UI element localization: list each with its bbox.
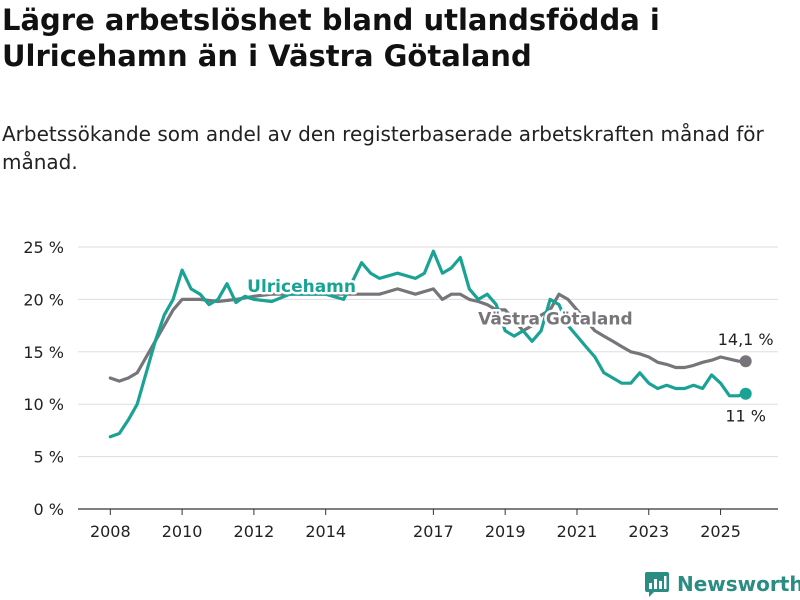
x-tick-label: 2019: [485, 522, 526, 541]
newsworthy-logo: Newsworthy: [644, 569, 800, 599]
x-tick-label: 2021: [557, 522, 598, 541]
series-end-marker: [739, 387, 752, 400]
y-tick-label: 10 %: [23, 395, 64, 414]
x-tick-label: 2010: [162, 522, 203, 541]
y-axis-tick-labels: 0 % 5 % 10 % 15 % 20 % 25 %: [23, 238, 64, 519]
series-lines: [108, 249, 752, 439]
y-tick-label: 25 %: [23, 238, 64, 257]
x-tick-label: 2017: [413, 522, 454, 541]
x-tick-label: 2008: [90, 522, 131, 541]
series-end-marker: [739, 355, 752, 368]
x-axis-tick-labels: 2008 2010 2012 2014 2017 2019 2021 2023 2025: [90, 509, 741, 541]
x-tick-label: 2025: [700, 522, 741, 541]
grid-lines: [78, 246, 778, 510]
series-end-label: 11 %: [725, 407, 766, 426]
y-tick-label: 5 %: [34, 448, 64, 467]
y-tick-label: 0 %: [34, 500, 64, 519]
newsworthy-logo-text: Newsworthy: [677, 572, 800, 596]
y-tick-label: 20 %: [23, 290, 64, 309]
series-end-label: 14,1 %: [718, 330, 774, 349]
x-tick-label: 2012: [234, 522, 275, 541]
series-annotation-vastra-gotaland: Västra Götaland: [478, 309, 633, 329]
x-tick-label: 2014: [305, 522, 346, 541]
chart-title: Lägre arbetslöshet bland utlandsfödda i …: [2, 3, 660, 73]
series-labels: 14,1 % 11 % Ulricehamn Västra Götaland: [245, 274, 774, 426]
x-tick-label: 2023: [628, 522, 669, 541]
series-line-ulricehamn: [108, 249, 748, 439]
chart-subtitle: Arbetssökande som andel av den registerb…: [2, 122, 764, 174]
y-tick-label: 15 %: [23, 343, 64, 362]
newsworthy-chart-icon: [645, 572, 669, 597]
series-line-vastra-gotaland: [108, 287, 748, 383]
series-annotation-ulricehamn: Ulricehamn: [247, 277, 356, 297]
